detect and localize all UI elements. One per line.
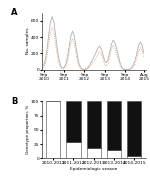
Bar [46,101,60,158]
Text: A: A [11,8,17,17]
Bar [66,142,81,158]
X-axis label: Epidemiologic season: Epidemiologic season [70,166,117,171]
Bar [87,148,101,158]
Bar [107,150,121,158]
Bar [127,156,141,158]
Bar [107,101,121,150]
Y-axis label: Genotype proportion, %: Genotype proportion, % [26,105,30,154]
Bar [127,101,141,156]
Bar [66,101,81,142]
Text: B: B [11,97,17,106]
Bar [87,101,101,148]
Y-axis label: No. samples: No. samples [26,28,30,54]
